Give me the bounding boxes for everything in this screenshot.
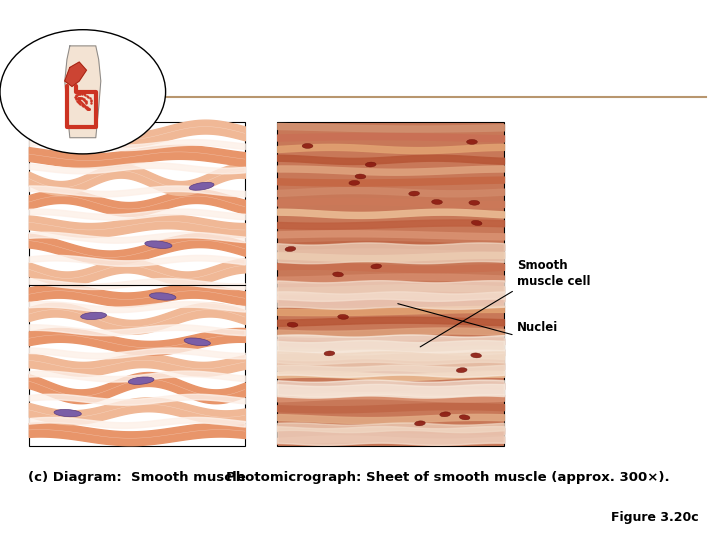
Ellipse shape bbox=[471, 353, 482, 358]
Ellipse shape bbox=[349, 180, 360, 185]
Ellipse shape bbox=[355, 174, 366, 179]
Ellipse shape bbox=[128, 377, 154, 384]
Ellipse shape bbox=[409, 191, 420, 196]
Text: Photomicrograph: Sheet of smooth muscle (approx. 300×).: Photomicrograph: Sheet of smooth muscle … bbox=[226, 471, 670, 484]
Ellipse shape bbox=[469, 200, 480, 205]
Ellipse shape bbox=[189, 183, 214, 190]
Polygon shape bbox=[65, 46, 101, 138]
Circle shape bbox=[0, 30, 166, 154]
Ellipse shape bbox=[338, 314, 348, 319]
Ellipse shape bbox=[415, 421, 426, 426]
Ellipse shape bbox=[472, 220, 482, 226]
Ellipse shape bbox=[467, 139, 477, 144]
Text: Smooth
muscle cell: Smooth muscle cell bbox=[517, 259, 590, 288]
Ellipse shape bbox=[440, 412, 451, 417]
Polygon shape bbox=[65, 62, 86, 86]
Ellipse shape bbox=[302, 144, 313, 149]
Ellipse shape bbox=[333, 272, 343, 277]
Ellipse shape bbox=[365, 162, 376, 167]
Ellipse shape bbox=[371, 264, 382, 269]
Ellipse shape bbox=[184, 338, 210, 346]
Ellipse shape bbox=[459, 415, 470, 420]
Text: Nuclei: Nuclei bbox=[517, 321, 558, 334]
Ellipse shape bbox=[145, 241, 172, 248]
Ellipse shape bbox=[285, 247, 296, 252]
Ellipse shape bbox=[431, 200, 442, 205]
Ellipse shape bbox=[456, 368, 467, 373]
Ellipse shape bbox=[54, 409, 81, 417]
Ellipse shape bbox=[324, 351, 335, 356]
Bar bbox=[277, 122, 504, 446]
Text: Figure 3.20c: Figure 3.20c bbox=[611, 511, 698, 524]
Ellipse shape bbox=[81, 312, 107, 320]
Bar bbox=[29, 122, 245, 446]
Text: (c) Diagram:  Smooth muscle: (c) Diagram: Smooth muscle bbox=[28, 471, 246, 484]
Ellipse shape bbox=[287, 322, 298, 327]
Ellipse shape bbox=[150, 293, 176, 300]
